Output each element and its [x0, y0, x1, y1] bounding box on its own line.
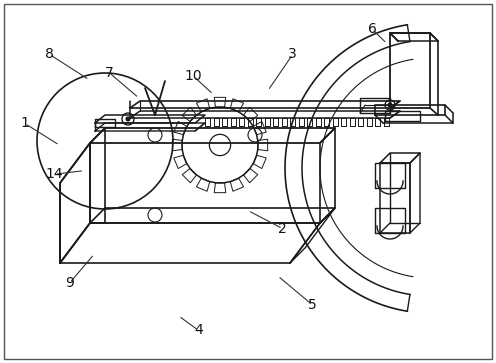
Text: 9: 9 [65, 276, 74, 290]
Text: 5: 5 [308, 298, 317, 312]
Text: 7: 7 [105, 66, 114, 79]
Text: 1: 1 [20, 117, 29, 130]
Circle shape [388, 103, 392, 107]
Circle shape [126, 117, 130, 121]
Text: 8: 8 [45, 48, 54, 61]
Text: 2: 2 [278, 222, 287, 236]
Text: 10: 10 [185, 69, 202, 83]
Text: 3: 3 [288, 48, 297, 61]
Text: 4: 4 [194, 323, 203, 337]
Text: 6: 6 [368, 22, 376, 36]
Text: 14: 14 [46, 167, 63, 181]
